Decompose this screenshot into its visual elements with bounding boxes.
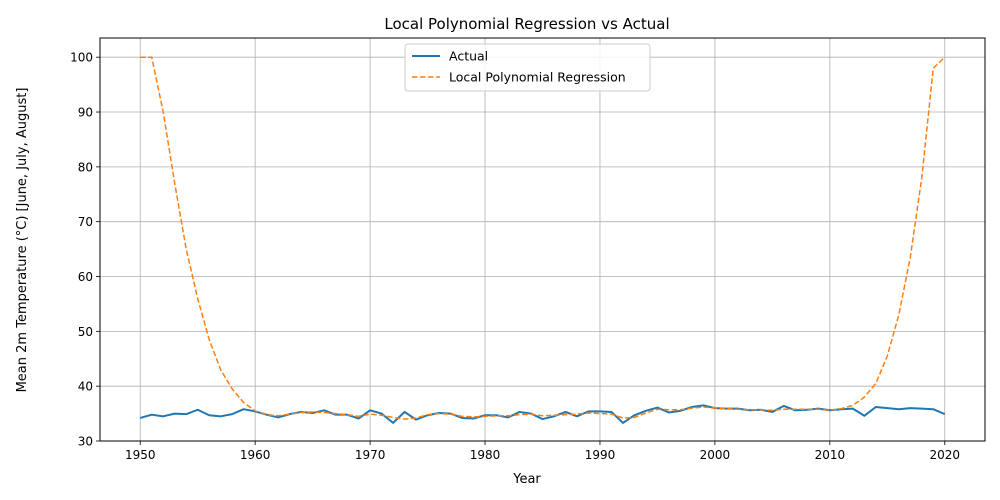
x-tick-label: 2020 [929,448,960,462]
legend-label-actual: Actual [449,49,488,64]
legend-label-regression: Local Polynomial Regression [449,70,626,85]
series-line-regression [140,56,946,420]
legend: Actual Local Polynomial Regression [404,43,651,92]
plot-frame [99,37,986,442]
y-tick-label: 50 [78,325,93,339]
x-tick-label: 1990 [585,448,616,462]
y-tick-label: 100 [70,51,93,65]
x-axis-label: Year [512,472,541,487]
y-tick-label: 90 [78,106,93,120]
y-tick-label: 60 [78,270,93,284]
x-tick-label: 2010 [815,448,846,462]
y-tick-label: 30 [78,435,93,449]
y-tick-label: 80 [78,160,93,174]
legend-box [404,43,651,92]
x-tick-label: 1960 [240,448,271,462]
x-tick-label: 1970 [355,448,386,462]
series-lines [139,56,946,424]
y-tick-label: 40 [78,380,93,394]
y-tick-label: 70 [78,215,93,229]
x-tick-label: 2000 [700,448,731,462]
x-tick-label: 1950 [125,448,156,462]
x-tick-label: 1980 [470,448,501,462]
chart-title: Local Polynomial Regression vs Actual [384,15,669,33]
y-axis-label: Mean 2m Temperature (°C) [June, July, Au… [15,88,30,393]
axis-ticks: 1950 1960 1970 1980 1990 2000 2010 2020 30 40 50 60… [70,51,960,462]
